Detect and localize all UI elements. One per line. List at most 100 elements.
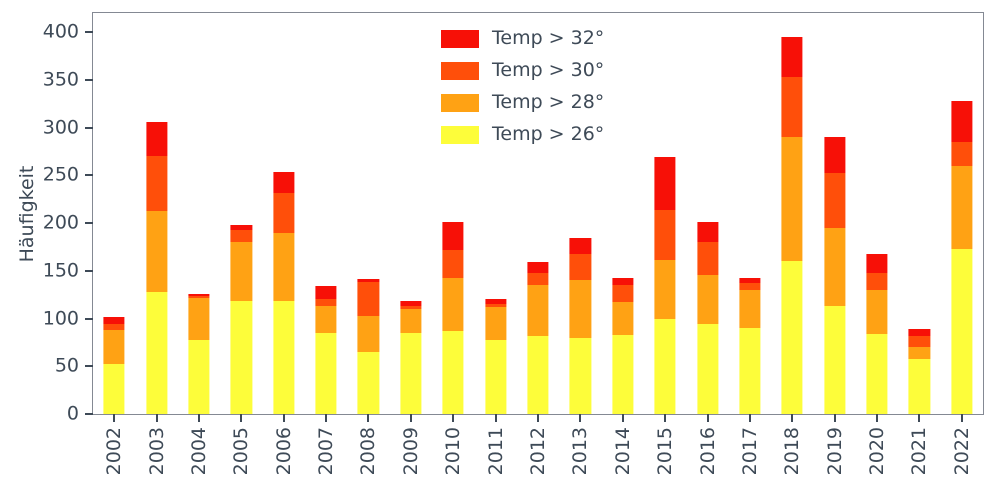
bar-segment xyxy=(739,283,761,290)
bar-segment xyxy=(781,36,803,77)
x-tick-label: 2016 xyxy=(696,427,719,476)
bar-segment xyxy=(400,306,422,309)
x-tick-label: 2011 xyxy=(484,427,507,476)
x-tick-mark xyxy=(918,414,921,422)
y-tick-label: 0 xyxy=(66,402,79,425)
bar-segment xyxy=(485,299,507,305)
bar-segment xyxy=(188,297,210,340)
bar-segment xyxy=(145,121,168,157)
bar-segment xyxy=(145,210,168,292)
bar-segment xyxy=(485,339,507,414)
x-tick-mark xyxy=(833,414,836,422)
bar-segment xyxy=(739,277,761,284)
bar-2013 xyxy=(569,13,591,414)
bar-segment xyxy=(357,279,380,283)
bar-segment xyxy=(696,274,719,325)
x-tick-label: 2007 xyxy=(315,427,338,476)
bar-segment xyxy=(273,192,295,233)
x-tick-mark xyxy=(664,414,667,422)
bar-segment xyxy=(442,222,464,250)
y-axis-title: Häufigkeit xyxy=(16,165,38,263)
y-tick-mark xyxy=(85,222,93,225)
x-tick-label: 2017 xyxy=(738,427,761,476)
bar-segment xyxy=(696,324,719,414)
x-tick-label: 2004 xyxy=(187,427,210,476)
legend-swatch xyxy=(441,125,479,144)
bar-segment xyxy=(569,238,591,254)
x-tick-label: 2021 xyxy=(908,427,931,476)
x-tick-label: 2009 xyxy=(399,427,422,476)
bar-segment xyxy=(400,301,422,307)
bar-segment xyxy=(188,339,210,414)
bar-segment xyxy=(442,278,464,331)
bar-segment xyxy=(315,299,337,307)
x-tick-mark xyxy=(706,414,709,422)
bar-segment xyxy=(230,229,252,243)
x-tick-mark xyxy=(240,414,243,422)
bar-segment xyxy=(188,293,210,296)
bar-segment xyxy=(400,332,422,414)
bar-segment xyxy=(315,286,337,300)
x-tick-mark xyxy=(282,414,285,422)
x-tick-mark xyxy=(748,414,751,422)
bar-2014 xyxy=(612,13,634,414)
x-tick-mark xyxy=(409,414,412,422)
legend: Temp > 32° Temp > 30° Temp > 28° Temp > 26° xyxy=(441,29,604,144)
y-tick-mark xyxy=(85,317,93,320)
bar-segment xyxy=(951,165,973,249)
bar-segment xyxy=(908,347,931,359)
x-tick-label: 2002 xyxy=(103,427,126,476)
x-tick-mark xyxy=(579,414,582,422)
bar-segment xyxy=(145,156,168,211)
bar-segment xyxy=(824,173,846,228)
bar-2002 xyxy=(103,13,125,414)
x-tick-mark xyxy=(155,414,158,422)
bar-2017 xyxy=(739,13,761,414)
bar-segment xyxy=(103,330,125,365)
legend-swatch xyxy=(441,61,479,80)
x-tick-label: 2018 xyxy=(781,427,804,476)
x-tick-label: 2014 xyxy=(611,427,634,476)
bar-segment xyxy=(485,307,507,340)
bar-2015 xyxy=(654,13,676,414)
x-tick-label: 2012 xyxy=(527,427,549,476)
x-tick-label: 2019 xyxy=(823,427,846,476)
x-tick-mark xyxy=(876,414,879,422)
bar-segment xyxy=(103,324,125,330)
y-tick-label: 50 xyxy=(54,354,79,377)
bar-segment xyxy=(357,351,380,414)
bar-2009 xyxy=(400,13,422,414)
bar-segment xyxy=(145,291,168,414)
bar-2011 xyxy=(485,13,507,414)
bar-segment xyxy=(527,262,549,273)
bar-segment xyxy=(442,330,464,414)
bar-segment xyxy=(739,328,761,414)
bar-segment xyxy=(866,333,888,414)
bar-segment xyxy=(273,232,295,302)
bar-2006 xyxy=(273,13,295,414)
bar-segment xyxy=(908,335,931,348)
bar-2012 xyxy=(527,13,549,414)
bar-segment xyxy=(230,301,252,414)
bar-segment xyxy=(824,306,846,414)
y-tick-label: 200 xyxy=(42,211,79,234)
bar-segment xyxy=(781,137,803,262)
x-tick-mark xyxy=(452,414,455,422)
y-tick-mark xyxy=(85,365,93,368)
y-tick-mark xyxy=(85,126,93,129)
x-tick-mark xyxy=(494,414,497,422)
x-tick-mark xyxy=(621,414,624,422)
bar-segment xyxy=(527,335,549,414)
y-tick-label: 100 xyxy=(42,307,79,330)
x-tick-label: 2013 xyxy=(569,427,592,476)
bar-segment xyxy=(612,302,634,335)
bar-2021 xyxy=(908,13,931,414)
bar-2010 xyxy=(442,13,464,414)
bar-segment xyxy=(569,280,591,338)
bar-segment xyxy=(739,289,761,329)
bar-segment xyxy=(908,329,931,336)
bar-segment xyxy=(654,209,676,261)
legend-label: Temp > 28° xyxy=(492,91,605,113)
bar-segment xyxy=(612,334,634,414)
